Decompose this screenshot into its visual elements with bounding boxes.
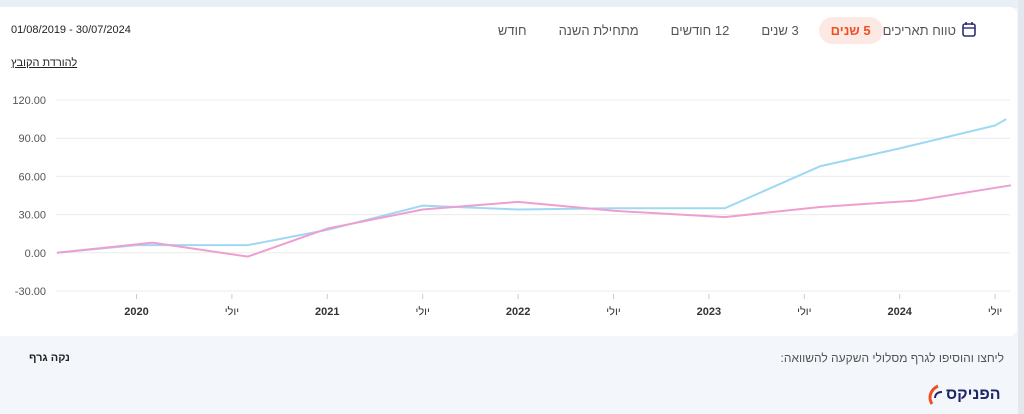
clear-chart-button[interactable]: נקה גרף xyxy=(29,352,70,364)
line-chart: 120.00 90.00 60.00 30.00 0.00 -30.00 2020 יולי 2… xyxy=(12,95,1012,318)
x-tick-label: יולי xyxy=(225,305,239,318)
y-tick-label: 120.00 xyxy=(12,95,46,107)
y-tick-label: 30.00 xyxy=(18,210,46,222)
tab-5-years[interactable]: 5 שנים xyxy=(818,17,883,44)
series-line-blue xyxy=(56,118,1007,254)
x-tick-label: 2024 xyxy=(887,306,912,318)
x-tick-label: 2021 xyxy=(315,306,339,318)
date-range-label: טווח תאריכים xyxy=(882,23,956,38)
y-tick-label: -30.00 xyxy=(15,286,46,298)
date-range-text: 01/08/2019 - 30/07/2024 xyxy=(11,24,131,36)
date-range-button[interactable]: טווח תאריכים xyxy=(883,21,976,40)
phoenix-bird-icon xyxy=(928,384,943,405)
phoenix-logo: הפניקס xyxy=(924,384,1001,406)
top-background xyxy=(0,0,1024,8)
calendar-icon xyxy=(962,21,976,40)
scrollbar[interactable] xyxy=(1018,0,1024,414)
x-tick-label: יולי xyxy=(415,305,429,318)
y-tick-label: 90.00 xyxy=(18,133,46,145)
tab-3-years[interactable]: 3 שנים xyxy=(761,23,799,38)
y-tick-label: 0.00 xyxy=(25,248,46,260)
x-tick-label: יולי xyxy=(988,305,1002,318)
tab-12-months[interactable]: 12 חודשים xyxy=(670,23,730,38)
logo-text: הפניקס xyxy=(946,386,1001,403)
tab-month[interactable]: חודש xyxy=(497,23,527,38)
x-tick-label: 2022 xyxy=(506,306,530,318)
x-tick-label: יולי xyxy=(797,305,811,318)
download-file-link[interactable]: להורדת הקובץ xyxy=(11,57,78,69)
x-tick-label: 2020 xyxy=(124,306,148,318)
tab-ytd[interactable]: מתחילת השנה xyxy=(558,23,639,38)
compare-instructions: ליחצו והוסיפו לגרף מסלולי השקעה להשוואה: xyxy=(780,351,1005,365)
x-tick-label: 2023 xyxy=(697,306,721,318)
chart-card xyxy=(0,7,1017,336)
period-tabs: חודש מתחילת השנה 12 חודשים 3 שנים 5 שנים… xyxy=(478,17,976,44)
y-tick-label: 60.00 xyxy=(18,171,46,183)
x-tick-label: יולי xyxy=(606,305,620,318)
